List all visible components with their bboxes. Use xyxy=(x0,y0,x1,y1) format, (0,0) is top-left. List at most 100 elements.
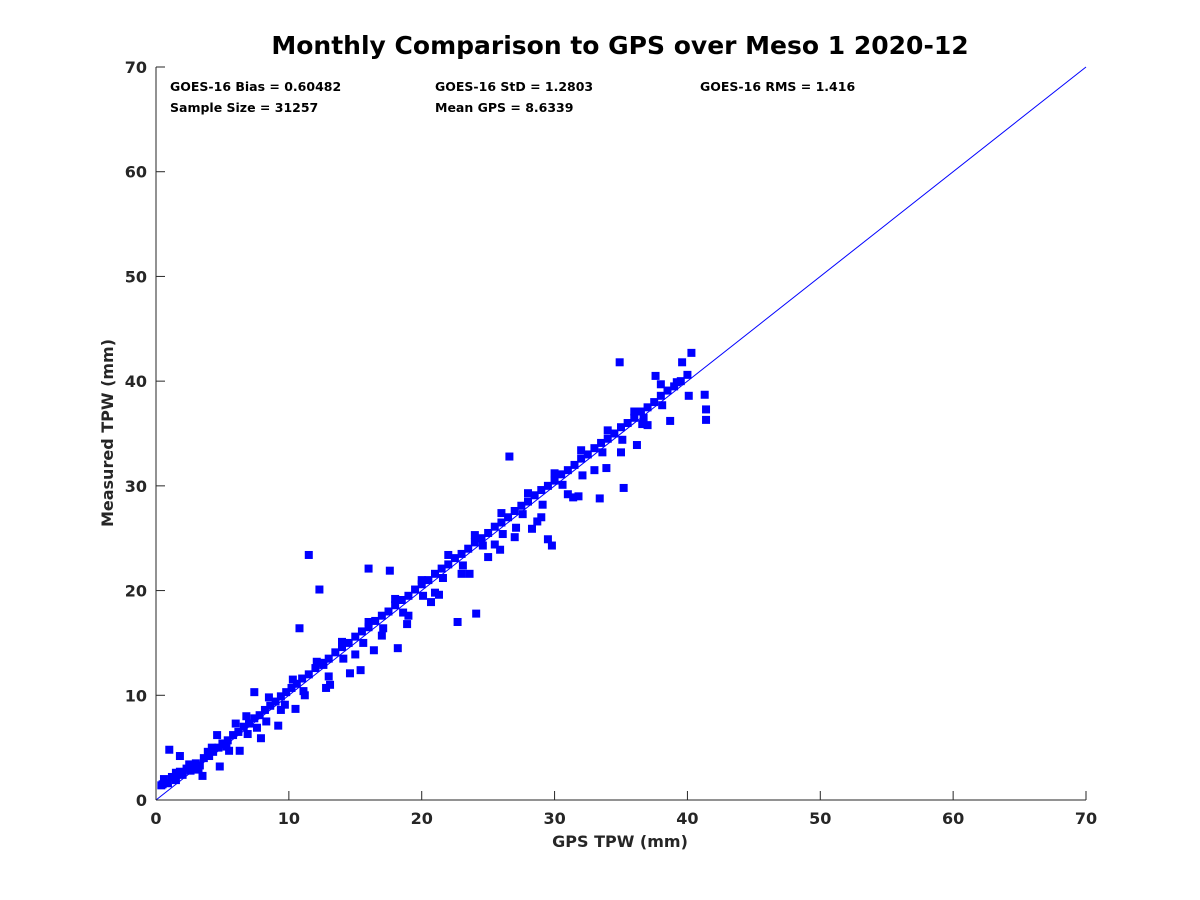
scatter-point xyxy=(569,493,578,502)
scatter-point xyxy=(199,754,208,763)
scatter-point xyxy=(399,608,408,617)
scatter-point xyxy=(209,747,218,756)
scatter-point xyxy=(638,420,647,429)
scatter-point xyxy=(304,670,313,679)
x-tick-label: 50 xyxy=(809,809,831,828)
stat-rms: GOES-16 RMS = 1.416 xyxy=(700,79,855,94)
scatter-point xyxy=(563,466,572,475)
scatter-point xyxy=(312,657,321,666)
scatter-point xyxy=(533,517,542,526)
scatter-point xyxy=(457,569,466,578)
scatter-point xyxy=(623,419,632,428)
scatter-point xyxy=(158,780,167,789)
scatter-point xyxy=(322,683,331,692)
scatter-point xyxy=(364,623,373,632)
scatter-point xyxy=(431,569,439,578)
scatter-point xyxy=(702,405,711,414)
scatter-point xyxy=(563,490,572,499)
scatter-point xyxy=(207,743,216,752)
scatter-point xyxy=(404,591,413,600)
x-tick-label: 20 xyxy=(411,809,433,828)
scatter-point xyxy=(702,415,711,424)
scatter-point xyxy=(266,701,275,710)
scatter-point xyxy=(658,401,667,410)
scatter-point xyxy=(453,617,462,626)
scatter-point xyxy=(464,544,473,553)
scatter-point xyxy=(287,683,296,692)
scatter-point xyxy=(444,550,453,559)
scatter-point xyxy=(364,564,373,573)
scatter-point xyxy=(171,768,180,777)
scatter-point xyxy=(371,616,380,625)
scatter-point xyxy=(537,513,546,522)
scatter-point xyxy=(234,727,243,736)
scatter-point xyxy=(603,426,612,435)
scatter-point xyxy=(578,471,587,480)
scatter-point xyxy=(391,594,400,603)
scatter-point xyxy=(666,416,675,425)
y-tick-label: 10 xyxy=(125,686,147,705)
scatter-point xyxy=(231,719,240,728)
scatter-point xyxy=(618,435,627,444)
scatter-point xyxy=(557,470,566,479)
scatter-point xyxy=(175,752,184,761)
scatter-point xyxy=(524,489,532,498)
scatter-point xyxy=(393,644,402,653)
scatter-point xyxy=(215,762,224,771)
scatter-point xyxy=(656,380,665,389)
scatter-point xyxy=(292,679,301,688)
stat-sample-size: Sample Size = 31257 xyxy=(170,100,318,115)
scatter-point xyxy=(369,646,378,655)
scatter-point xyxy=(427,598,436,607)
scatter-point xyxy=(300,691,309,700)
scatter-point xyxy=(438,574,447,583)
scatter-point xyxy=(377,611,386,620)
scatter-point xyxy=(472,609,481,618)
scatter-point xyxy=(517,501,526,510)
scatter-point xyxy=(558,480,567,489)
scatter-point xyxy=(570,460,579,469)
scatter-point xyxy=(630,407,639,416)
scatter-point xyxy=(583,450,592,459)
scatter-point xyxy=(194,765,203,774)
scatter-point xyxy=(404,611,413,620)
scatter-point xyxy=(385,566,394,575)
scatter-point xyxy=(470,538,479,547)
scatter-point xyxy=(255,711,264,720)
scatter-point xyxy=(538,500,547,509)
scatter-point xyxy=(687,348,696,357)
scatter-point xyxy=(602,464,611,473)
scatter-point xyxy=(512,523,521,532)
scatter-point xyxy=(260,705,269,714)
y-tick-label: 50 xyxy=(125,267,147,286)
x-tick-label: 40 xyxy=(676,809,698,828)
scatter-point xyxy=(324,654,333,663)
scatter-point xyxy=(543,535,552,544)
scatter-point xyxy=(543,481,552,490)
scatter-point xyxy=(319,660,328,669)
scatter-point xyxy=(222,742,231,751)
y-tick-label: 0 xyxy=(136,791,147,810)
scatter-point xyxy=(597,438,606,447)
scatter-point xyxy=(359,638,368,647)
scatter-points xyxy=(157,348,711,790)
scatter-point xyxy=(356,666,365,675)
scatter-point xyxy=(291,704,300,713)
scatter-point xyxy=(477,534,486,543)
scatter-point xyxy=(424,576,433,585)
scatter-point xyxy=(299,687,308,696)
x-tick-label: 30 xyxy=(543,809,565,828)
scatter-point xyxy=(203,747,212,756)
scatter-point xyxy=(490,522,499,531)
scatter-point xyxy=(171,776,180,785)
scatter-point xyxy=(331,648,340,657)
scatter-point xyxy=(470,531,479,540)
scatter-point xyxy=(315,585,324,594)
scatter-point xyxy=(213,731,222,740)
scatter-point xyxy=(650,398,659,407)
scatter-point xyxy=(295,624,304,633)
y-tick-label: 40 xyxy=(125,372,147,391)
scatter-point xyxy=(271,697,280,706)
scatter-point xyxy=(364,617,373,626)
